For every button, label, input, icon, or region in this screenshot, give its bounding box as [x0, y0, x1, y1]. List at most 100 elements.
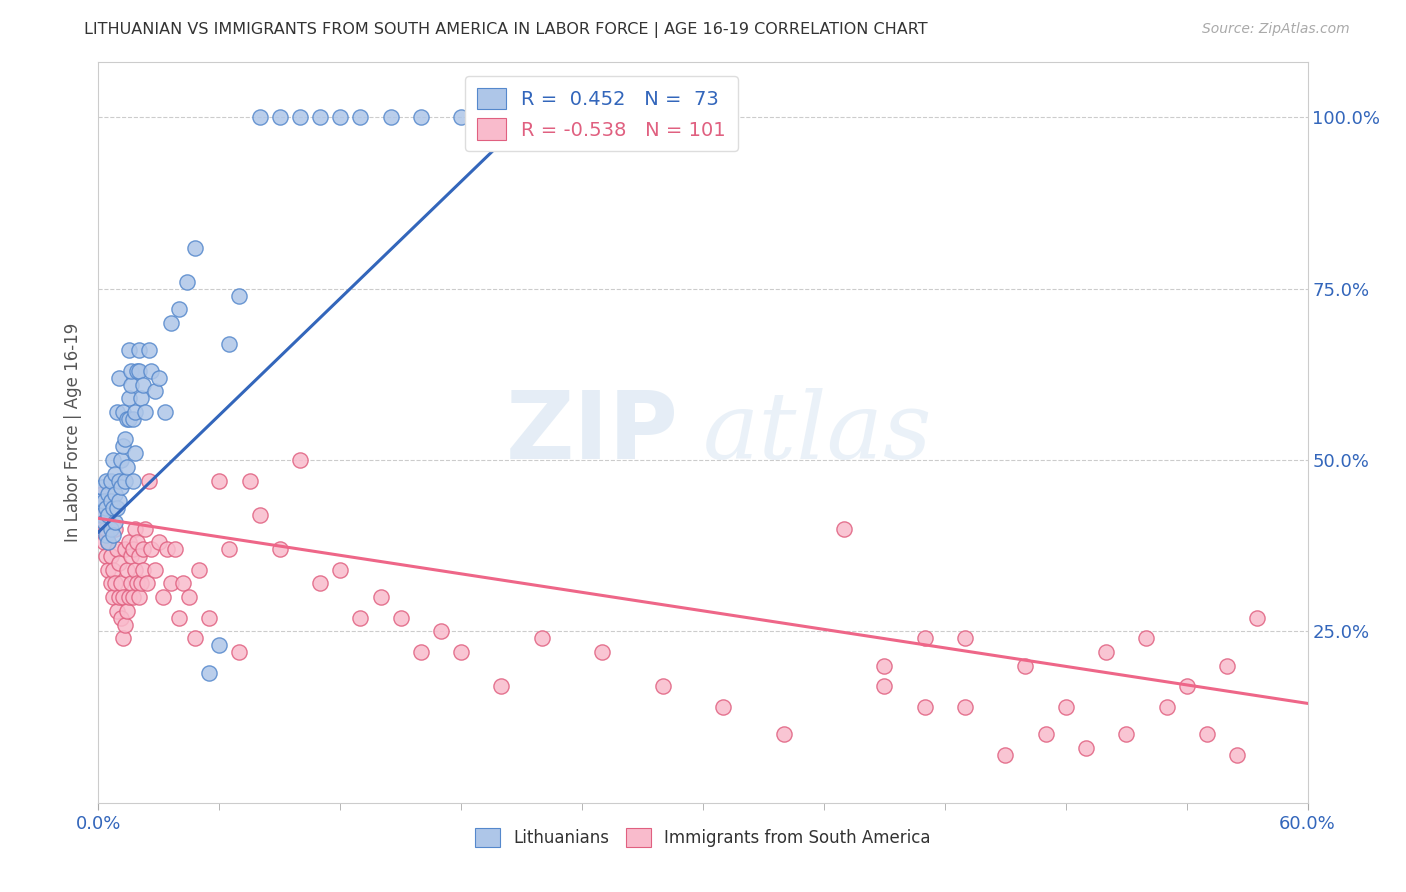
Point	[101, 501, 124, 516]
Point	[914, 699, 936, 714]
Point	[97, 508, 120, 522]
Point	[110, 453, 132, 467]
Point	[148, 535, 170, 549]
Point	[772, 727, 794, 741]
Point	[96, 474, 118, 488]
Point	[138, 474, 160, 488]
Point	[329, 563, 352, 577]
Point	[96, 501, 118, 516]
Point	[93, 535, 115, 549]
Point	[249, 508, 271, 522]
Point	[91, 487, 114, 501]
Point	[184, 632, 207, 646]
Point	[152, 590, 174, 604]
Point	[103, 515, 125, 529]
Point	[160, 576, 183, 591]
Point	[124, 563, 146, 577]
Point	[118, 590, 141, 604]
Point	[143, 384, 166, 399]
Point	[93, 494, 115, 508]
Point	[124, 446, 146, 460]
Point	[591, 645, 613, 659]
Point	[288, 110, 311, 124]
Point	[111, 590, 134, 604]
Point	[118, 392, 141, 406]
Point	[97, 487, 120, 501]
Point	[120, 576, 142, 591]
Text: ZIP: ZIP	[506, 386, 679, 479]
Text: atlas: atlas	[703, 388, 932, 477]
Point	[530, 632, 553, 646]
Point	[105, 542, 128, 557]
Point	[1156, 699, 1178, 714]
Point	[96, 528, 118, 542]
Point	[128, 549, 150, 563]
Point	[269, 542, 291, 557]
Point	[107, 371, 129, 385]
Point	[114, 617, 136, 632]
Point	[107, 590, 129, 604]
Point	[1074, 741, 1097, 756]
Point	[129, 392, 152, 406]
Point	[129, 576, 152, 591]
Point	[651, 679, 673, 693]
Point	[1115, 727, 1137, 741]
Point	[148, 371, 170, 385]
Point	[105, 604, 128, 618]
Point	[450, 110, 472, 124]
Point	[134, 522, 156, 536]
Point	[249, 110, 271, 124]
Point	[111, 439, 134, 453]
Point	[1095, 645, 1118, 659]
Point	[120, 549, 142, 563]
Point	[100, 522, 122, 536]
Point	[139, 542, 162, 557]
Point	[1054, 699, 1077, 714]
Point	[105, 501, 128, 516]
Point	[1014, 658, 1036, 673]
Point	[380, 110, 402, 124]
Point	[530, 110, 553, 124]
Point	[389, 610, 412, 624]
Point	[711, 699, 734, 714]
Point	[91, 480, 114, 494]
Point	[491, 110, 513, 124]
Point	[409, 645, 432, 659]
Point	[128, 364, 150, 378]
Point	[309, 576, 332, 591]
Point	[228, 645, 250, 659]
Point	[873, 658, 896, 673]
Point	[179, 590, 201, 604]
Point	[349, 110, 371, 124]
Point	[1246, 610, 1268, 624]
Point	[1226, 747, 1249, 762]
Point	[96, 522, 118, 536]
Point	[239, 474, 262, 488]
Point	[430, 624, 453, 639]
Point	[139, 364, 162, 378]
Point	[370, 590, 392, 604]
Point	[101, 528, 124, 542]
Point	[101, 453, 124, 467]
Point	[107, 494, 129, 508]
Point	[110, 576, 132, 591]
Point	[97, 508, 120, 522]
Point	[103, 467, 125, 481]
Point	[132, 377, 155, 392]
Point	[91, 522, 114, 536]
Point	[128, 343, 150, 358]
Point	[114, 433, 136, 447]
Point	[1035, 727, 1057, 741]
Point	[105, 405, 128, 419]
Point	[121, 542, 143, 557]
Point	[188, 563, 211, 577]
Point	[115, 563, 138, 577]
Point	[120, 377, 142, 392]
Point	[91, 508, 114, 522]
Point	[103, 522, 125, 536]
Point	[156, 542, 179, 557]
Point	[93, 515, 115, 529]
Point	[101, 563, 124, 577]
Point	[160, 316, 183, 330]
Point	[208, 474, 231, 488]
